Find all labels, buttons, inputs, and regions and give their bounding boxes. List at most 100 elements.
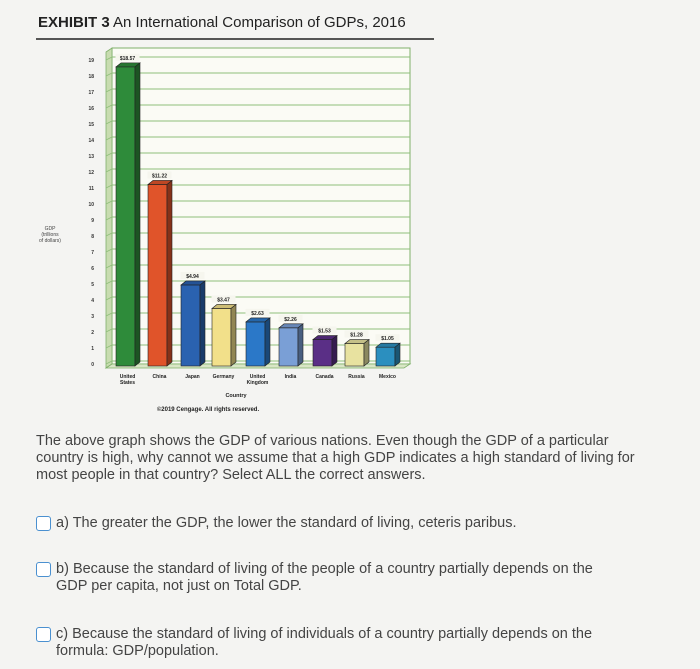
bar-united-states <box>115 66 136 367</box>
bar-side <box>394 342 401 367</box>
bar-germany <box>211 308 232 367</box>
bar-russia <box>344 343 365 367</box>
value-label: $1.05 <box>381 336 394 342</box>
exhibit-label: EXHIBIT 3 <box>38 14 110 31</box>
value-label-bg <box>245 308 270 316</box>
x-tick-label: Mexico <box>379 374 396 380</box>
gridline-side <box>105 312 113 317</box>
bar-side <box>297 323 304 367</box>
copyright-text: ©2019 Cengage. All rights reserved. <box>157 406 260 413</box>
y-tick-label: 0 <box>91 362 94 368</box>
option-b-text: b) Because the standard of living of the… <box>56 561 593 594</box>
ylabel-text: GDP (trillions of dollars) <box>39 226 61 244</box>
gdp-bar-chart: GDP (trillions of dollars) 0 12 3 4 5 6 7 8 9 10 11 1… <box>39 47 412 413</box>
y-tick-label: 6 <box>91 266 94 272</box>
bar-side <box>199 280 206 367</box>
exhibit-title: EXHIBIT 3 An International Comparison of… <box>38 14 406 31</box>
title-rule <box>36 38 434 40</box>
x-tick-label: United States <box>120 374 136 386</box>
y-tick-label: 17 <box>88 90 94 96</box>
gridline-side <box>105 360 113 365</box>
option-c-text: c) Because the standard of living of ind… <box>56 626 593 659</box>
value-label-bg <box>180 271 205 279</box>
y-tick-label: 10 <box>88 202 94 208</box>
gridline-side <box>105 328 113 333</box>
bar-side <box>134 62 141 367</box>
x-tick-label: Russia <box>348 374 365 380</box>
value-label: $3.47 <box>217 297 230 303</box>
y-tick-label: 2 <box>91 330 94 336</box>
value-label-bg <box>147 171 172 179</box>
exhibit-title-text: An International Comparison of GDPs, 201… <box>113 14 406 31</box>
value-label: $2.26 <box>284 317 297 323</box>
bar-united-kingdom <box>245 321 266 367</box>
value-label-bg <box>115 53 140 61</box>
value-label-bg <box>211 295 236 303</box>
gridline-side <box>105 248 113 253</box>
y-tick-label: 8 <box>91 234 94 240</box>
checkbox-c[interactable] <box>36 627 51 642</box>
gridline-side <box>105 344 113 349</box>
x-tick-label: China <box>153 374 167 380</box>
y-tick-label: 12 <box>88 170 94 176</box>
value-label: $2.63 <box>251 311 264 317</box>
y-tick-label: 16 <box>88 106 94 112</box>
bar-canada <box>312 339 333 367</box>
gridline-side <box>105 264 113 269</box>
value-label-bg <box>312 326 337 334</box>
y-tick-label: 15 <box>88 122 94 128</box>
checkbox-b[interactable] <box>36 562 51 577</box>
value-label: $18.57 <box>120 56 136 62</box>
value-label: $11.22 <box>152 173 167 179</box>
y-tick-label: 11 <box>89 186 95 192</box>
gridline-side <box>105 88 113 93</box>
gridline-side <box>105 152 113 157</box>
bar-mexico <box>375 346 396 367</box>
bar-india <box>278 327 299 367</box>
checkbox-a[interactable] <box>36 516 51 531</box>
gridline-side <box>105 168 113 173</box>
y-tick-label: 4 <box>91 298 94 304</box>
bars: $18.57 $11.22 $4.94 $3.47 $2.63 $2.26 $1.53 $1.… <box>115 53 401 367</box>
x-tick-label: United Kingdom <box>247 374 269 386</box>
y-tick-label: 13 <box>88 154 94 160</box>
y-tick-label: 14 <box>88 138 94 144</box>
x-tick-label: Canada <box>315 374 333 380</box>
y-tick-label: 3 <box>91 314 94 320</box>
value-label-bg <box>344 330 369 338</box>
gridline-side <box>105 200 113 205</box>
plot-side-panel <box>105 47 113 369</box>
bar-side <box>331 334 338 367</box>
x-tick-label: Germany <box>213 374 235 380</box>
question-text: The above graph shows the GDP of various… <box>36 433 635 483</box>
value-label: $4.94 <box>186 274 199 280</box>
gridline-side <box>105 184 113 189</box>
x-tick-label: India <box>285 374 297 380</box>
y-tick-label: 7 <box>91 250 94 256</box>
y-axis-label: GDP (trillions of dollars) <box>39 226 61 244</box>
bar-japan <box>180 284 201 367</box>
value-label-bg <box>278 314 303 322</box>
gridline-side <box>105 232 113 237</box>
bar-side <box>363 338 370 367</box>
gridline-side <box>105 280 113 285</box>
bar-side <box>166 179 173 367</box>
gridline-side <box>105 120 113 125</box>
y-tick-label: 18 <box>88 74 94 80</box>
gridline-side <box>105 104 113 109</box>
value-label: $1.28 <box>350 333 363 339</box>
x-axis-label: Country <box>225 393 247 399</box>
y-tick-label: 9 <box>91 218 94 224</box>
value-label: $1.53 <box>318 329 331 335</box>
bar-side <box>230 303 237 367</box>
y-tick-label: 19 <box>88 58 94 64</box>
gridline-side <box>105 72 113 77</box>
gridline-side <box>105 56 113 61</box>
x-category-labels: United States China Japan Germany United Kingd… <box>120 374 396 386</box>
bar-china <box>147 184 168 367</box>
y-tick-label: 5 <box>91 282 94 288</box>
gridline-side <box>105 296 113 301</box>
gridline-side <box>105 216 113 221</box>
bar-side <box>264 317 271 367</box>
